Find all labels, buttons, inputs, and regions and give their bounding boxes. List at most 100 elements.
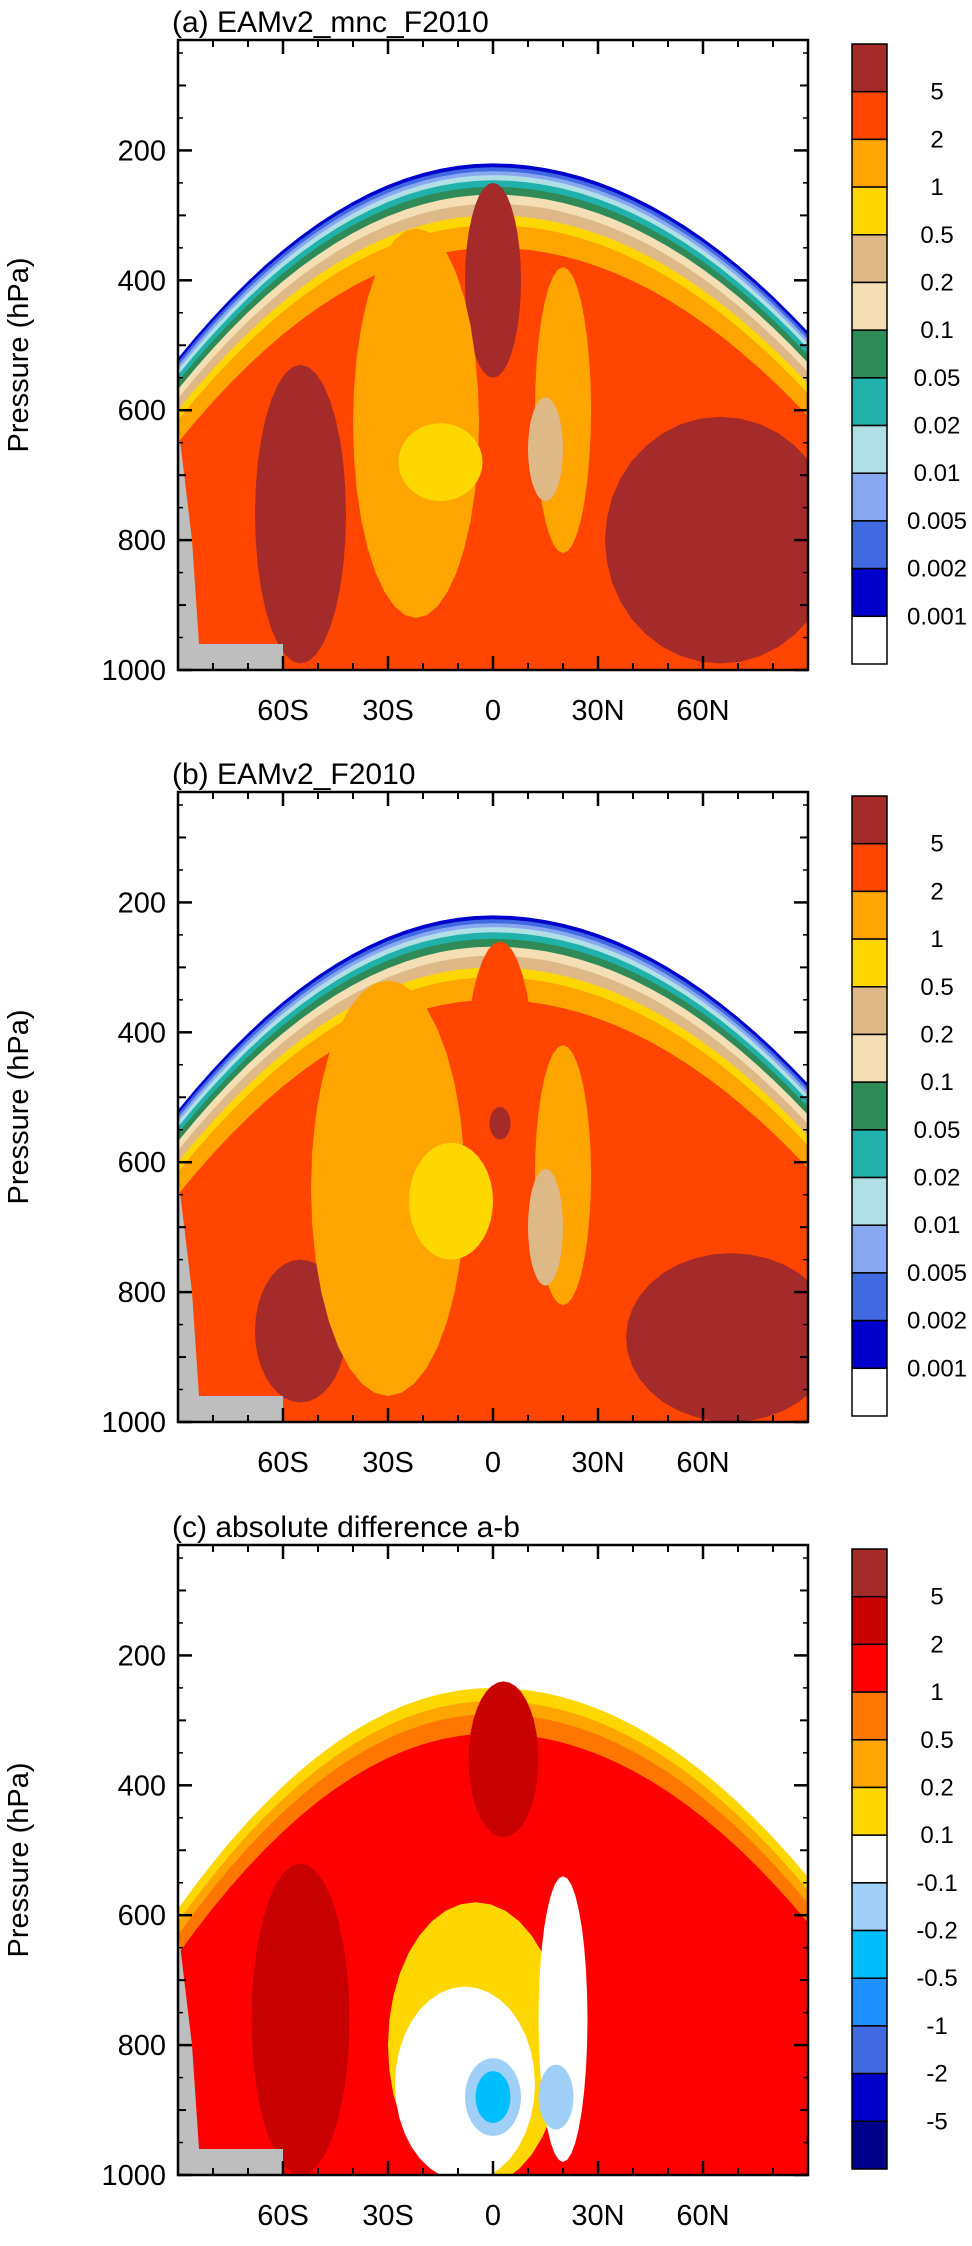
colorbar-swatch xyxy=(851,1319,888,1370)
colorbar-swatch xyxy=(851,1367,888,1417)
x-tick-label: 0 xyxy=(485,695,501,727)
colorbar-label: -2 xyxy=(926,2061,947,2088)
colorbar-swatch xyxy=(851,1129,888,1179)
colorbar: 5 2 1 0.5 0.2 0.1 0.05 0.02 0.01 0.005 0.002 0.001 xyxy=(851,795,967,1417)
colorbar-label: -0.2 xyxy=(916,1918,957,1945)
colorbar-swatch xyxy=(851,1595,888,1646)
colorbar-label: 0.2 xyxy=(920,1021,953,1048)
y-tick-label: 600 xyxy=(118,1147,166,1179)
colorbar-label: 0.2 xyxy=(920,269,953,296)
x-tick-label: 60N xyxy=(676,2200,729,2232)
colorbar-swatch xyxy=(851,424,888,474)
colorbar-label: 2 xyxy=(930,126,943,153)
contour-field xyxy=(178,1545,808,2175)
chart-title: (c) absolute difference a-b xyxy=(172,1511,520,1544)
y-tick-label: 1000 xyxy=(101,2160,166,2192)
y-axis-label: Pressure (hPa) xyxy=(3,1009,35,1204)
colorbar-label: -1 xyxy=(926,2013,947,2040)
colorbar-label: 0.002 xyxy=(907,1308,967,1335)
x-tick-label: 60S xyxy=(257,1447,309,1479)
colorbar-label: 0.1 xyxy=(920,1069,953,1096)
field-max xyxy=(605,416,808,664)
colorbar-swatch xyxy=(851,1176,888,1226)
colorbar-swatch xyxy=(851,1739,888,1789)
field-feature xyxy=(538,2064,574,2130)
y-tick-label: 800 xyxy=(118,525,166,557)
terrain-mask xyxy=(178,1928,283,2175)
terrain-mask xyxy=(178,1175,283,1422)
colorbar-swatch xyxy=(851,329,888,379)
colorbar-label: 0.01 xyxy=(914,460,961,487)
colorbar-label: 0.005 xyxy=(907,508,967,535)
colorbar-label: -0.1 xyxy=(916,1870,957,1897)
colorbar-label: 5 xyxy=(930,79,943,106)
y-tick-label: 1000 xyxy=(101,1407,166,1439)
colorbar-swatch xyxy=(851,138,888,188)
y-tick-label: 200 xyxy=(118,887,166,919)
colorbar-label: 0.001 xyxy=(907,1355,967,1382)
colorbar-label: 0.02 xyxy=(914,413,961,440)
colorbar-label: 0.001 xyxy=(907,603,967,630)
colorbar-swatch xyxy=(851,986,888,1036)
colorbar-swatch xyxy=(851,1977,888,2027)
y-tick-label: 1000 xyxy=(101,655,166,687)
colorbar-label: 5 xyxy=(930,1584,943,1611)
colorbar-label: 0.002 xyxy=(907,556,967,583)
y-tick-label: 800 xyxy=(118,2030,166,2062)
field-max xyxy=(251,1863,350,2175)
colorbar-swatch xyxy=(851,520,888,570)
colorbar-swatch xyxy=(851,1081,888,1131)
field-feature xyxy=(353,228,479,618)
colorbar-label: 2 xyxy=(930,878,943,905)
colorbar-swatch xyxy=(851,2025,888,2075)
colorbar-swatch xyxy=(851,842,888,893)
colorbar-swatch xyxy=(851,1882,888,1932)
colorbar-swatch xyxy=(851,1929,888,1979)
colorbar-label: 0.1 xyxy=(920,1822,953,1849)
colorbar-swatch xyxy=(851,2072,888,2123)
chart-panel: (c) absolute difference a-b Pressure (hPa… xyxy=(3,1511,958,2232)
colorbar-label: 2 xyxy=(930,1631,943,1658)
colorbar-label: 0.02 xyxy=(914,1165,961,1192)
colorbar-label: 0.01 xyxy=(914,1212,961,1239)
colorbar-swatch xyxy=(851,2120,888,2170)
colorbar-swatch xyxy=(851,90,888,141)
field-feature xyxy=(409,1142,493,1260)
terrain-mask xyxy=(178,423,283,670)
y-axis-label: Pressure (hPa) xyxy=(3,257,35,452)
colorbar-label: 0.05 xyxy=(914,365,961,392)
x-tick-label: 30N xyxy=(571,1447,624,1479)
colorbar-swatch xyxy=(851,1033,888,1083)
x-tick-label: 60N xyxy=(676,1447,729,1479)
field-max xyxy=(489,1107,511,1140)
contour-field xyxy=(178,792,808,1422)
colorbar-swatch xyxy=(851,795,888,845)
x-tick-label: 0 xyxy=(485,2200,501,2232)
colorbar-label: 0.2 xyxy=(920,1774,953,1801)
colorbar-label: 0.005 xyxy=(907,1260,967,1287)
y-tick-label: 600 xyxy=(118,395,166,427)
colorbar-label: 0.5 xyxy=(920,974,953,1001)
chart-title: (b) EAMv2_F2010 xyxy=(172,758,415,791)
colorbar-swatch xyxy=(851,1691,888,1741)
colorbar-label: 1 xyxy=(930,174,943,201)
colorbar-swatch xyxy=(851,615,888,665)
colorbar-swatch xyxy=(851,234,888,284)
colorbar-label: 0.05 xyxy=(914,1117,961,1144)
colorbar: 5 2 1 0.5 0.2 0.1 -0.1 -0.2 -0.5 -1 -2 -5 xyxy=(851,1548,958,2170)
x-tick-label: 30N xyxy=(571,695,624,727)
y-tick-label: 400 xyxy=(118,1017,166,1049)
x-tick-label: 0 xyxy=(485,1447,501,1479)
colorbar-label: 0.5 xyxy=(920,1727,953,1754)
field-max xyxy=(626,1253,808,1422)
x-tick-label: 30S xyxy=(362,695,414,727)
colorbar-label: 0.1 xyxy=(920,317,953,344)
colorbar-swatch xyxy=(851,1272,888,1322)
x-tick-label: 30S xyxy=(362,2200,414,2232)
colorbar-swatch xyxy=(851,890,888,940)
y-tick-label: 200 xyxy=(118,135,166,167)
colorbar-swatch xyxy=(851,1548,888,1598)
x-tick-label: 60N xyxy=(676,695,729,727)
colorbar-label: 0.5 xyxy=(920,222,953,249)
colorbar-swatch xyxy=(851,1643,888,1693)
